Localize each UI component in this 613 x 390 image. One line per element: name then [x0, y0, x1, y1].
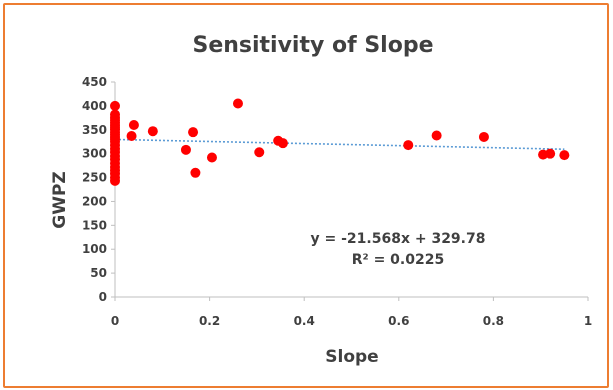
y-tick-label: 400	[82, 99, 107, 113]
y-tick-label: 0	[99, 290, 107, 304]
y-tick-label: 150	[82, 218, 107, 232]
data-point	[128, 120, 139, 130]
data-point	[559, 150, 570, 161]
trendline-r-squared: R² = 0.0225	[352, 252, 444, 268]
x-tick-label: 0	[111, 314, 119, 328]
data-point	[254, 147, 265, 158]
trendline	[114, 138, 565, 151]
data-point	[478, 131, 489, 142]
y-tick-label: 250	[82, 171, 107, 185]
data-point	[126, 130, 137, 141]
x-axis-label: Slope	[325, 347, 378, 367]
y-tick-label: 50	[90, 266, 107, 280]
data-point	[190, 167, 201, 178]
y-tick-label: 200	[82, 194, 107, 208]
data-point	[431, 130, 442, 141]
y-tick-label: 100	[82, 242, 107, 256]
data-point	[206, 152, 217, 163]
data-point	[180, 144, 191, 155]
data-point	[110, 175, 120, 186]
y-tick-label: 350	[82, 123, 107, 137]
data-point	[277, 138, 288, 149]
y-axis-label: GWPZ	[50, 171, 70, 229]
x-tick-label: 1	[584, 314, 592, 328]
data-point	[147, 126, 158, 137]
x-tick-label: 0.6	[388, 314, 409, 328]
y-tick-label: 450	[82, 75, 107, 89]
x-tick-label: 0.2	[199, 314, 220, 328]
data-point	[188, 127, 199, 138]
data-point	[403, 140, 414, 151]
trendline-equation: y = -21.568x + 329.78	[311, 231, 486, 247]
y-tick-label: 300	[82, 147, 107, 161]
x-tick-label: 0.4	[294, 314, 315, 328]
data-point	[110, 100, 120, 111]
data-point	[232, 98, 243, 109]
chart-title: Sensitivity of Slope	[192, 33, 433, 58]
x-tick-label: 0.8	[483, 314, 504, 328]
data-point	[545, 148, 556, 159]
chart-frame	[3, 3, 609, 388]
